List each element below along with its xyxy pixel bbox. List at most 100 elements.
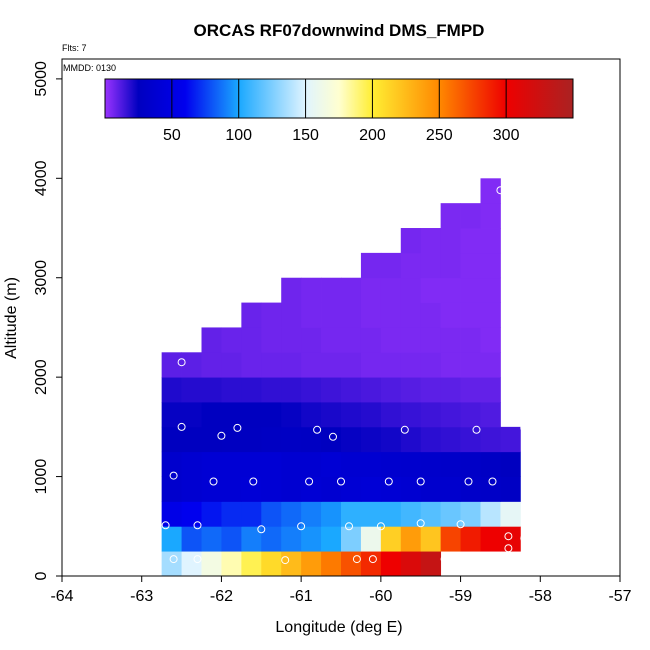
heatmap-cell	[281, 501, 302, 527]
heatmap-cell	[161, 402, 182, 428]
heatmap-cell	[440, 476, 461, 502]
observation-point	[233, 423, 242, 432]
heatmap-cell	[321, 302, 342, 328]
observation-point	[345, 522, 353, 531]
heatmap-cell	[181, 352, 202, 378]
heatmap-cell	[480, 327, 501, 353]
colorbar-tick-label: 200	[359, 127, 386, 144]
heatmap-cell	[360, 402, 382, 428]
observation-point	[464, 477, 473, 486]
observation-points	[161, 186, 537, 565]
heatmap-cell	[440, 352, 461, 378]
heatmap-cell	[500, 501, 521, 527]
heatmap-cell	[440, 501, 461, 527]
y-axis: 0 1000 2000 3000 4000 5000	[33, 61, 62, 580]
heatmap-cell	[261, 327, 282, 353]
x-tick-label: -62	[210, 588, 233, 605]
mmdd-annotation: MMDD: 0130	[63, 63, 116, 73]
heatmap-cell	[161, 526, 182, 552]
heatmap-cell	[360, 426, 382, 453]
heatmap-cell	[360, 377, 382, 403]
observation-point	[177, 358, 186, 367]
heatmap-cell	[440, 228, 461, 254]
heatmap-cell	[301, 327, 322, 353]
heatmap-cell	[440, 327, 461, 353]
heatmap-cell	[400, 277, 422, 303]
heatmap-cell	[380, 252, 402, 279]
heatmap-cell	[360, 476, 382, 502]
observation-point	[504, 544, 513, 553]
heatmap-cell	[181, 526, 202, 552]
colorbar-ticks: 50 100 150 200 250 300	[163, 79, 520, 144]
heatmap-cell	[420, 277, 442, 303]
heatmap-cell	[181, 476, 202, 502]
heatmap-cell	[460, 302, 481, 328]
heatmap-cell	[221, 551, 242, 577]
heatmap-cell	[400, 451, 422, 477]
heatmap-cell	[480, 451, 501, 477]
heatmap-cell	[480, 526, 501, 552]
observation-point	[504, 532, 513, 541]
heatmap-cell	[221, 402, 242, 428]
heatmap-cell	[380, 277, 402, 303]
observation-point	[376, 522, 385, 531]
heatmap-cell	[480, 228, 501, 254]
observation-point	[456, 520, 465, 529]
heatmap-cells	[161, 178, 521, 577]
heatmap-cell	[341, 402, 362, 428]
heatmap-cell	[440, 377, 461, 403]
observation-point	[161, 521, 170, 530]
colorbar-tick-label: 100	[225, 127, 252, 144]
heatmap-cell	[161, 451, 182, 477]
heatmap-cell	[281, 277, 302, 303]
heatmap-cell	[221, 526, 242, 552]
heatmap-cell	[201, 501, 222, 527]
heatmap-cell	[301, 302, 322, 328]
heatmap-cell	[341, 526, 362, 552]
heatmap-cell	[201, 426, 222, 453]
observation-point	[297, 522, 306, 531]
observation-point	[217, 431, 226, 440]
heatmap-cell	[241, 377, 262, 403]
heatmap-cell	[221, 451, 242, 477]
heatmap-cell	[360, 352, 382, 378]
heatmap-cell	[221, 426, 242, 453]
heatmap-cell	[201, 551, 222, 577]
heatmap-cell	[380, 377, 402, 403]
heatmap-cell	[400, 252, 422, 279]
heatmap-cell	[380, 526, 402, 552]
heatmap-cell	[281, 526, 302, 552]
observation-point	[440, 555, 449, 564]
heatmap-cell	[301, 277, 322, 303]
observation-point	[337, 477, 345, 486]
heatmap-cell	[181, 451, 202, 477]
heatmap-cell	[360, 551, 382, 577]
observation-point	[368, 555, 377, 564]
heatmap-cell	[380, 451, 402, 477]
heatmap-cell	[440, 203, 461, 229]
heatmap-cell	[241, 327, 262, 353]
y-axis-label: Altitude (m)	[3, 277, 20, 359]
heatmap-cell	[460, 451, 481, 477]
heatmap-cell	[480, 426, 501, 453]
heatmap-cell	[201, 377, 222, 403]
heatmap-cell	[341, 426, 362, 453]
heatmap-cell	[400, 302, 422, 328]
heatmap-cell	[241, 426, 262, 453]
heatmap-cell	[420, 252, 442, 279]
heatmap-cell	[181, 551, 202, 577]
heatmap-cell	[420, 526, 442, 552]
heatmap-cell	[380, 551, 402, 577]
heatmap-cell	[400, 426, 422, 453]
heatmap-cell	[201, 402, 222, 428]
heatmap-cell	[281, 451, 302, 477]
heatmap-cell	[400, 501, 422, 527]
observation-point	[352, 555, 361, 564]
observation-point	[496, 186, 505, 195]
observation-point	[400, 425, 409, 434]
y-tick-label: 3000	[33, 260, 50, 296]
observation-point	[416, 519, 425, 528]
colorbar-tick-label: 150	[292, 127, 319, 144]
heatmap-cell	[241, 352, 262, 378]
heatmap-cell	[480, 476, 501, 502]
